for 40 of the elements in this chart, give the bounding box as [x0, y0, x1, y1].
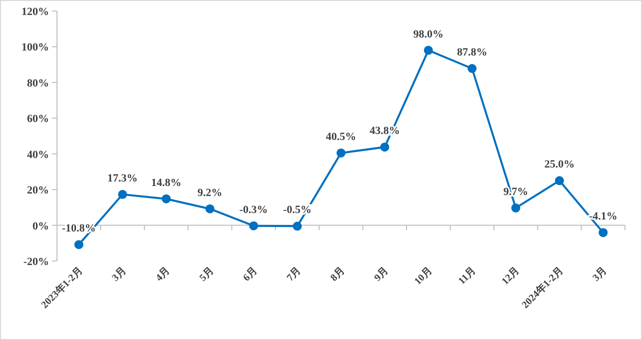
x-tick-label: 3月 [110, 265, 129, 284]
data-label: 25.0% [544, 158, 575, 171]
data-label: -0.3% [239, 204, 268, 216]
point [249, 221, 258, 230]
y-tick-label: 80% [27, 77, 49, 90]
x-tick-label: 7月 [285, 265, 304, 284]
data-label: 98.0% [413, 28, 444, 40]
x-tick-label: 4月 [154, 265, 172, 284]
point [205, 204, 214, 214]
x-tick-label: 6月 [241, 265, 260, 284]
x-tick-label: 12月 [500, 265, 522, 288]
x-tick-label: 8月 [328, 265, 348, 284]
point [554, 176, 564, 186]
data-label: 87.8% [456, 46, 488, 58]
y-tick-label: 40% [27, 148, 49, 161]
x-tick-label: 10月 [412, 265, 435, 288]
point [162, 194, 171, 204]
x-tick-label: 5月 [198, 265, 216, 284]
y-tick-label: 100% [22, 42, 49, 54]
y-tick-label: 60% [27, 113, 49, 126]
point [598, 228, 608, 238]
y-tick-label: -20% [23, 256, 49, 268]
y-tick-label: 20% [27, 184, 49, 197]
point [468, 64, 477, 73]
point [424, 46, 433, 55]
point [74, 240, 84, 250]
y-tick-label: 120% [22, 6, 49, 18]
point [380, 142, 390, 152]
data-label: 40.5% [326, 130, 356, 143]
x-tick-label: 11月 [456, 265, 478, 287]
point [511, 203, 520, 212]
data-label: 14.8% [151, 176, 182, 189]
x-tick-label: 3月 [590, 265, 610, 284]
point [336, 148, 346, 158]
data-label: 17.3% [107, 172, 138, 184]
data-label: 9.2% [198, 186, 222, 199]
point [118, 190, 128, 199]
point [292, 222, 302, 231]
x-tick-label: 9月 [372, 265, 391, 284]
y-tick-label: 0% [32, 220, 49, 232]
